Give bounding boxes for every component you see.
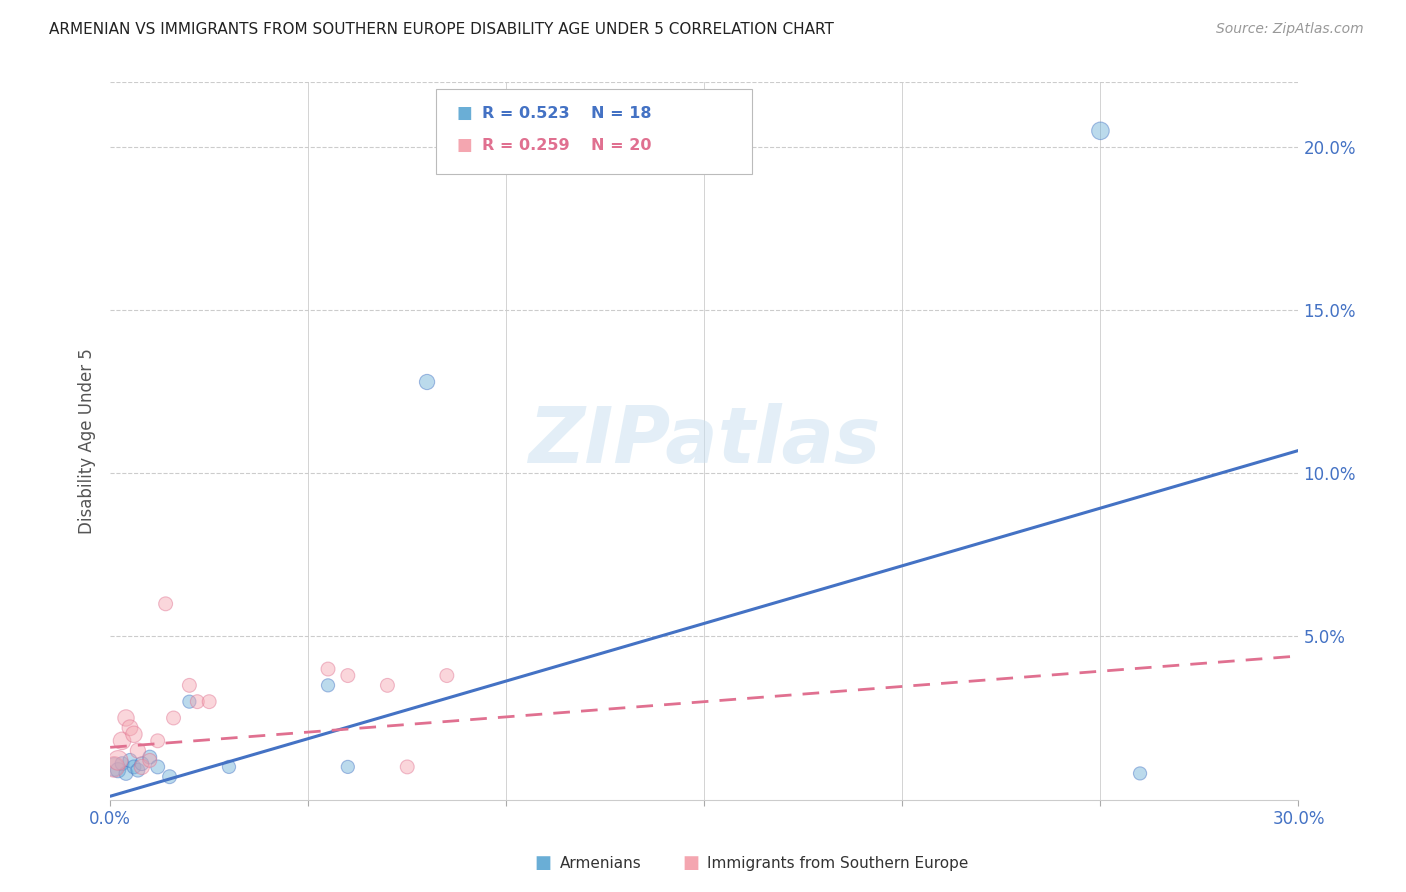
Point <box>139 750 162 764</box>
Point <box>186 695 208 709</box>
Point <box>146 760 169 774</box>
Point <box>336 668 359 682</box>
Point <box>146 734 169 748</box>
Point <box>336 760 359 774</box>
Text: Armenians: Armenians <box>560 856 641 871</box>
Text: ■: ■ <box>457 104 472 122</box>
Point <box>131 756 153 771</box>
Point <box>1129 766 1152 780</box>
Point <box>118 721 141 735</box>
Point <box>127 743 149 757</box>
Text: ■: ■ <box>682 855 699 872</box>
Text: ■: ■ <box>534 855 551 872</box>
Point <box>416 375 439 389</box>
Text: ZIPatlas: ZIPatlas <box>529 402 880 479</box>
Point <box>103 760 125 774</box>
Point <box>155 597 177 611</box>
Text: N = 18: N = 18 <box>591 106 651 120</box>
Point <box>396 760 419 774</box>
Point <box>103 760 125 774</box>
Point <box>198 695 221 709</box>
Text: N = 20: N = 20 <box>591 138 651 153</box>
Text: R = 0.523: R = 0.523 <box>482 106 569 120</box>
Y-axis label: Disability Age Under 5: Disability Age Under 5 <box>79 348 96 533</box>
Point <box>159 770 181 784</box>
Text: ARMENIAN VS IMMIGRANTS FROM SOUTHERN EUROPE DISABILITY AGE UNDER 5 CORRELATION C: ARMENIAN VS IMMIGRANTS FROM SOUTHERN EUR… <box>49 22 834 37</box>
Point <box>316 662 339 676</box>
Text: Source: ZipAtlas.com: Source: ZipAtlas.com <box>1216 22 1364 37</box>
Point <box>111 734 134 748</box>
Point <box>162 711 184 725</box>
Point <box>139 753 162 767</box>
Point <box>122 727 145 741</box>
Point <box>122 760 145 774</box>
Point <box>316 678 339 692</box>
Point <box>179 695 201 709</box>
Point <box>436 668 458 682</box>
Point <box>127 763 149 777</box>
Point <box>1090 124 1112 138</box>
Point <box>131 760 153 774</box>
Point <box>218 760 240 774</box>
Point <box>377 678 399 692</box>
Text: ■: ■ <box>457 136 472 154</box>
Point <box>111 756 134 771</box>
Point <box>118 753 141 767</box>
Point <box>107 763 129 777</box>
Point <box>115 711 138 725</box>
Text: R = 0.259: R = 0.259 <box>482 138 569 153</box>
Point <box>115 766 138 780</box>
Point <box>107 753 129 767</box>
Point <box>179 678 201 692</box>
Text: Immigrants from Southern Europe: Immigrants from Southern Europe <box>707 856 969 871</box>
